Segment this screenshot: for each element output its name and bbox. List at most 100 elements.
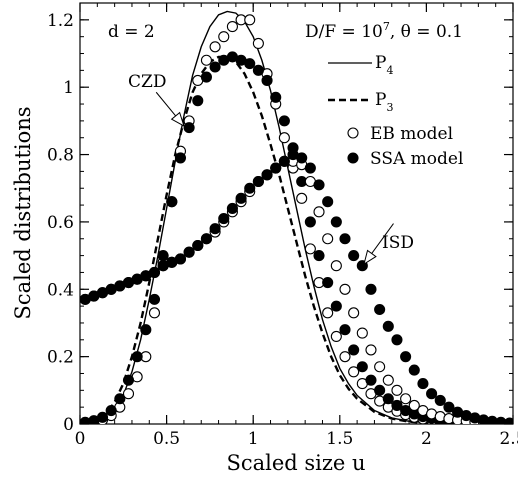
point-eb-model <box>322 307 334 319</box>
point-ssa-model <box>270 91 282 103</box>
point-ssa-model-isd <box>322 196 334 208</box>
point-ssa-model-isd <box>391 334 403 346</box>
point-ssa-model-isd <box>426 388 438 400</box>
x-axis-label: Scaled size u <box>226 451 365 475</box>
point-eb-model <box>244 14 256 26</box>
point-ssa-model <box>374 384 386 396</box>
point-ssa-model <box>365 374 377 386</box>
point-eb-model <box>226 21 238 33</box>
point-ssa-model <box>209 61 221 73</box>
point-ssa-model-isd <box>270 162 282 174</box>
point-ssa-model <box>174 152 187 164</box>
point-ssa-model-isd <box>148 266 161 278</box>
point-eb-model-isd <box>382 374 394 386</box>
point-ssa-model <box>348 344 360 356</box>
legend-marker-ssa <box>347 152 359 164</box>
point-eb-model <box>339 351 351 363</box>
legend-label-eb: EB model <box>370 124 453 144</box>
point-eb-model <box>209 41 221 53</box>
point-eb-model-isd <box>330 260 342 272</box>
y-tick-label: 0.6 <box>47 213 74 233</box>
point-ssa-model <box>339 324 351 336</box>
y-tick-label: 0.8 <box>47 146 74 166</box>
point-ssa-model-isd <box>382 320 394 332</box>
x-tick-label: 1.5 <box>326 429 353 449</box>
x-tick-label: 0.5 <box>153 429 180 449</box>
x-tick-label: 1 <box>248 429 259 449</box>
point-ssa-model <box>313 250 325 262</box>
point-ssa-model-isd <box>434 394 446 406</box>
point-eb-model <box>296 192 308 204</box>
point-eb-model-isd <box>400 393 412 405</box>
point-ssa-model <box>131 351 143 363</box>
annotation-arrows <box>155 91 394 266</box>
x-tick-label: 2.5 <box>499 429 518 449</box>
point-ssa-model <box>252 64 264 76</box>
point-ssa-model-isd <box>443 401 455 413</box>
point-ssa-model-isd <box>200 233 212 245</box>
point-ssa-model <box>356 361 368 373</box>
point-ssa-model <box>304 216 316 228</box>
point-ssa-model <box>322 276 334 289</box>
point-ssa-model-isd <box>374 303 386 316</box>
point-ssa-model <box>166 196 178 208</box>
y-tick-label: 0.2 <box>47 348 74 368</box>
point-ssa-model-isd <box>183 246 195 258</box>
point-ssa-model-isd <box>417 378 429 390</box>
point-ssa-model <box>140 324 152 336</box>
y-tick-label: 0 <box>63 415 74 435</box>
annotation-arrowhead-czd <box>170 111 185 127</box>
point-ssa-model-isd <box>296 152 308 164</box>
point-ssa-model-isd <box>304 162 316 174</box>
point-ssa-model-isd <box>252 175 264 188</box>
point-ssa-model-isd <box>278 155 290 167</box>
point-eb-model-isd <box>313 206 325 218</box>
point-ssa-model <box>114 393 126 405</box>
point-ssa-model-isd <box>174 253 187 265</box>
point-ssa-model <box>105 404 117 417</box>
point-eb-model-isd <box>322 233 334 245</box>
point-eb-model <box>252 37 264 49</box>
y-axis-label: Scaled distributions <box>11 106 35 319</box>
legend-label-ssa: SSA model <box>370 149 463 169</box>
legend-label-p3: P3 <box>375 90 393 114</box>
point-ssa-model-isd <box>339 233 351 245</box>
point-ssa-model <box>157 250 169 262</box>
point-ssa-model-isd <box>408 364 420 376</box>
point-ssa-model <box>261 74 273 87</box>
point-eb-model <box>200 54 212 66</box>
point-ssa-model <box>382 393 394 405</box>
legend: P4 P3 EB model SSA model <box>328 53 463 169</box>
point-eb-model-isd <box>374 361 386 373</box>
axis-ticks <box>79 2 514 425</box>
point-eb-model <box>122 388 135 400</box>
point-ssa-model-isd <box>244 182 256 194</box>
y-tick-label: 1 <box>63 78 74 98</box>
point-ssa-model-isd <box>365 283 377 295</box>
series-line-p3 <box>80 55 513 424</box>
y-tick-label: 0.4 <box>47 280 74 300</box>
series-layer <box>80 10 513 424</box>
point-ssa-model <box>244 58 256 70</box>
point-ssa-model <box>192 95 204 107</box>
legend-label-p4: P4 <box>375 53 393 77</box>
point-ssa-model-isd <box>209 223 221 235</box>
point-eb-model-isd <box>348 307 360 319</box>
point-ssa-model-isd <box>261 169 273 181</box>
point-eb-model <box>330 330 342 342</box>
plot-frame <box>79 2 514 425</box>
point-eb-model <box>304 243 316 255</box>
x-tick-label: 0 <box>75 429 86 449</box>
point-ssa-model-isd <box>226 202 238 214</box>
point-ssa-model <box>330 300 342 312</box>
annotation-czd: CZD <box>128 72 166 92</box>
legend-marker-eb <box>347 127 359 139</box>
point-eb-model <box>348 366 360 378</box>
point-eb-model-isd <box>365 344 377 356</box>
point-eb-model-isd <box>356 327 368 339</box>
point-eb-model-isd <box>339 283 351 295</box>
axis-tick-labels: 0 0.5 1 1.5 2 2.5 0 0.2 0.4 0.6 0.8 1 1.2 <box>47 11 518 449</box>
point-ssa-model-isd <box>348 250 360 262</box>
point-eb-model <box>218 31 230 43</box>
